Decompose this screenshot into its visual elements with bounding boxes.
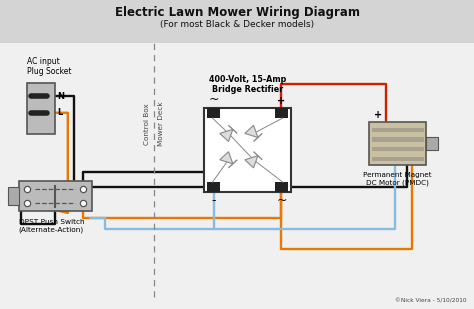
Text: Mower Deck: Mower Deck — [158, 101, 164, 146]
Text: N: N — [57, 92, 64, 101]
Bar — [372, 147, 424, 151]
Text: AC input
Plug Socket: AC input Plug Socket — [27, 57, 71, 77]
Text: L: L — [57, 108, 62, 117]
Bar — [275, 182, 288, 192]
Text: Control Box: Control Box — [144, 103, 150, 145]
Text: ~: ~ — [209, 93, 219, 106]
Bar — [372, 138, 424, 142]
Text: 400-Volt, 15-Amp
Bridge Rectifier: 400-Volt, 15-Amp Bridge Rectifier — [209, 75, 286, 94]
Text: Permanent Magnet
DC Motor (PMDC): Permanent Magnet DC Motor (PMDC) — [364, 172, 432, 186]
Text: ~: ~ — [276, 194, 287, 207]
Polygon shape — [220, 152, 233, 164]
Bar — [18, 181, 92, 211]
Bar — [8, 188, 18, 205]
Bar — [275, 108, 288, 118]
Text: +: + — [374, 110, 382, 120]
Text: Electric Lawn Mower Wiring Diagram: Electric Lawn Mower Wiring Diagram — [115, 6, 359, 19]
Bar — [426, 138, 438, 150]
Bar — [369, 121, 426, 166]
Text: DPST Push Switch
(Alternate-Action): DPST Push Switch (Alternate-Action) — [18, 219, 84, 233]
Text: +: + — [277, 96, 285, 106]
Bar — [372, 157, 424, 161]
Bar — [372, 128, 424, 132]
Polygon shape — [245, 125, 258, 138]
Polygon shape — [245, 156, 258, 168]
Text: (For most Black & Decker models): (For most Black & Decker models) — [160, 20, 314, 29]
Bar — [204, 108, 292, 192]
Text: ©Nick Viera - 5/10/2010: ©Nick Viera - 5/10/2010 — [394, 298, 466, 303]
Text: -: - — [211, 194, 216, 207]
Bar — [207, 108, 220, 118]
Bar — [27, 83, 55, 133]
Polygon shape — [220, 129, 233, 142]
Bar — [207, 182, 220, 192]
